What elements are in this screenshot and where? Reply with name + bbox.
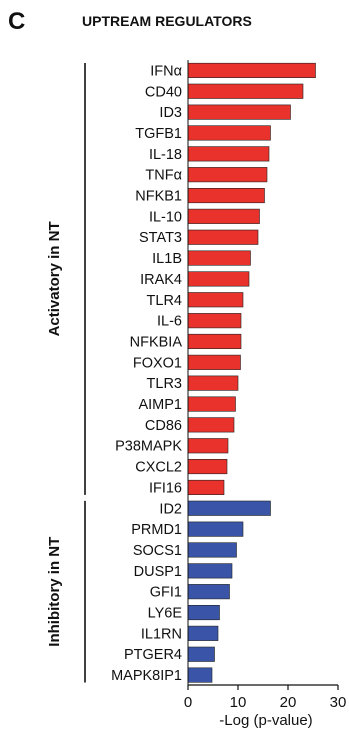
category-label: LY6E [148, 606, 183, 622]
bar [187, 313, 242, 329]
bar [187, 667, 213, 683]
category-label: TLR3 [147, 376, 182, 392]
category-label: CD40 [145, 84, 182, 100]
category-label: IL-10 [149, 209, 182, 225]
x-tick-label: 10 [230, 694, 247, 711]
bar [187, 438, 229, 454]
bar [187, 625, 219, 641]
bar [187, 500, 271, 516]
bar [187, 542, 237, 558]
category-label: PTGER4 [124, 647, 182, 663]
category-label: IL1RN [141, 626, 182, 642]
bar [187, 125, 271, 141]
category-label: IFI16 [149, 480, 182, 496]
category-label: IL-6 [157, 314, 182, 330]
bar [187, 188, 265, 204]
category-label: FOXO1 [133, 355, 182, 371]
bar [187, 333, 242, 350]
bar [187, 417, 235, 433]
category-label: CD86 [145, 418, 182, 434]
bar [187, 229, 259, 245]
category-label: MAPK8IP1 [111, 668, 182, 684]
bar [187, 563, 233, 579]
category-label: TGFB1 [135, 126, 182, 142]
bar [187, 604, 220, 621]
category-label: NFKB1 [135, 189, 182, 205]
bar [187, 584, 230, 600]
bar [187, 167, 268, 183]
category-label: DUSP1 [134, 564, 182, 580]
category-label: IRAK4 [140, 272, 182, 288]
category-label: IFNα [150, 63, 182, 79]
x-tick-label: 20 [280, 694, 297, 711]
x-tick-label: 30 [330, 694, 347, 711]
group-label: Activatory in NT [46, 221, 63, 336]
category-label: SOCS1 [133, 543, 182, 559]
bar [187, 458, 228, 475]
bar [187, 208, 260, 224]
bar [187, 375, 239, 391]
category-label: AIMP1 [138, 397, 182, 413]
x-axis-title: -Log (p-value) [219, 712, 312, 729]
bar [187, 292, 244, 308]
category-label: CXCL2 [135, 460, 182, 476]
bar [187, 146, 270, 162]
category-label: P38MAPK [115, 439, 182, 455]
bar [187, 104, 291, 120]
category-label: IL1B [152, 251, 182, 267]
bar [187, 62, 316, 79]
bar [187, 646, 215, 662]
category-label: TLR4 [147, 293, 182, 309]
bar [187, 354, 241, 370]
x-tick-label: 0 [184, 694, 192, 711]
bar [187, 83, 304, 99]
bar [187, 271, 250, 287]
bar [187, 250, 251, 266]
category-label: ID2 [159, 501, 182, 517]
category-label: IL-18 [149, 147, 182, 163]
bar [187, 521, 244, 537]
panel-letter: C [8, 8, 25, 35]
plot-area: IFNα CD40 ID3 TGFB1 IL-18 TNFα NFKB1 IL-10 STAT3… [46, 60, 346, 729]
category-label: GFI1 [150, 585, 182, 601]
group-label: Inhibitory in NT [46, 537, 63, 647]
bar [187, 396, 236, 412]
category-label: PRMD1 [131, 522, 182, 538]
chart-title: UPTREAM REGULATORS [82, 13, 252, 29]
category-label: TNFα [145, 168, 182, 184]
category-label: NFKBIA [130, 335, 183, 351]
bar [187, 479, 225, 496]
category-label: ID3 [159, 105, 182, 121]
category-label: STAT3 [139, 230, 182, 246]
